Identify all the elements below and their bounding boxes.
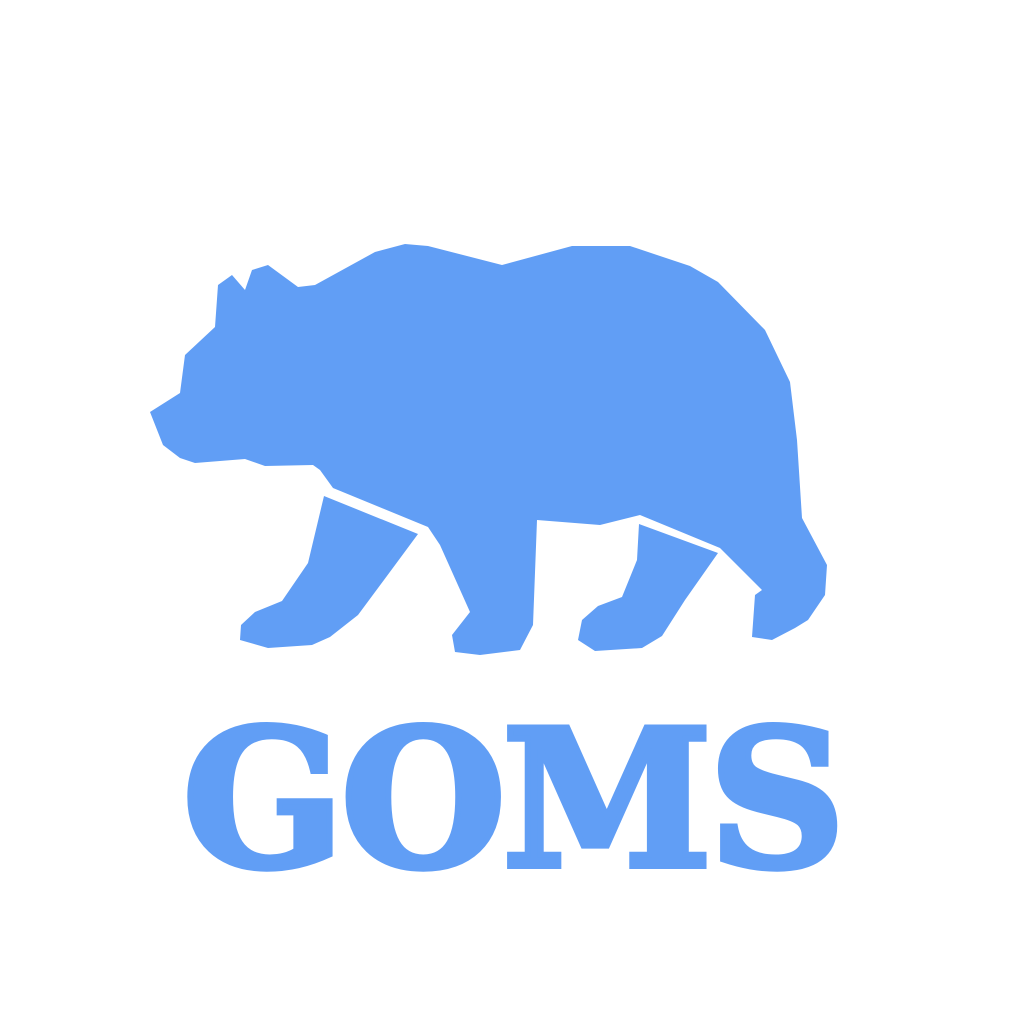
bear-icon [150, 244, 827, 655]
bear-front-leg [240, 496, 418, 648]
brand-name: GOMS [179, 688, 848, 911]
bear-hind-leg [578, 524, 718, 651]
bear-body [150, 244, 827, 655]
